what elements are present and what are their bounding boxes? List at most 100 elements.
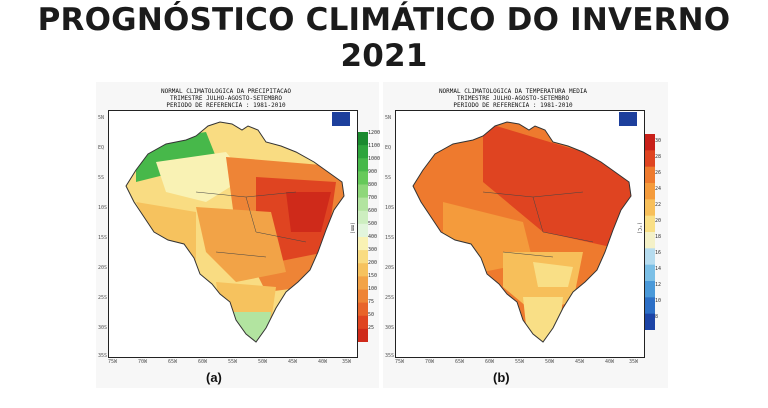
colorbar-label: 600 [368,208,378,214]
lat-label: 10S [385,205,395,211]
colorbar-label: 10 [655,298,662,304]
colorbar-segment [358,184,368,199]
temperature-map-figure: NORMAL CLIMATOLOGICA DA TEMPERATURA MEDI… [383,82,668,388]
colorbar-label: 14 [655,266,662,272]
lat-label: 20S [98,265,108,271]
colorbar-unit: (°C) [636,222,642,235]
lon-label: 40W [605,359,615,365]
lat-label: 5S [98,175,105,181]
colorbar-label: 28 [655,154,662,160]
temperature-map-header-line-3: PERIODO DE REFERENCIA : 1981-2010 [453,102,573,109]
colorbar-unit: (mm) [349,222,355,235]
colorbar-label: 300 [368,247,378,253]
page-title: PROGNÓSTICO CLIMÁTICO DO INVERNO 2021 [37,2,731,74]
lon-label: 50W [545,359,555,365]
lon-label: 70W [425,359,435,365]
colorbar-label: 16 [655,250,662,256]
lat-label: 30S [385,325,395,331]
colorbar-segment [358,223,368,238]
lat-label: 20S [385,265,395,271]
colorbar-label: 1000 [368,156,381,162]
colorbar-label: 200 [368,260,378,266]
colorbar-label: 8 [655,314,659,320]
lon-label: 50W [258,359,268,365]
lon-label: 35W [342,359,352,365]
colorbar-label: 75 [368,299,375,305]
lat-label: 25S [98,295,108,301]
precipitation-colorbar [358,132,368,342]
colorbar-label: 20 [655,218,662,224]
lon-label: 40W [318,359,328,365]
lon-label: 75W [395,359,405,365]
lon-label: 55W [515,359,525,365]
cptec-logo-icon [619,112,637,126]
colorbar-label: 900 [368,169,378,175]
panel-label-a: (a) [206,370,222,385]
colorbar-segment [645,166,655,184]
colorbar-label: 700 [368,195,378,201]
lat-label: 5N [98,115,105,121]
precipitation-map-header-line-2: TRIMESTRE JULHO-AGOSTO-SETEMBRO [170,95,282,102]
colorbar-label: 50 [368,312,375,318]
lon-label: 60W [198,359,208,365]
brazil-precipitation-map [125,121,345,343]
lon-label: 65W [168,359,178,365]
lat-label: 5N [385,115,392,121]
lat-label: 10S [98,205,108,211]
panel-label-b: (b) [493,370,510,385]
colorbar-label: 1100 [368,143,381,149]
colorbar-segment [358,145,368,159]
colorbar-segment [358,250,368,264]
lat-label: 15S [385,235,395,241]
colorbar-label: 18 [655,234,662,240]
lon-label: 35W [629,359,639,365]
colorbar-segment [358,210,368,225]
colorbar-segment [645,150,655,168]
colorbar-segment [358,132,368,146]
colorbar-label: 800 [368,182,378,188]
precipitation-map-figure: NORMAL CLIMATOLOGICA DA PRECIPITACAO TRI… [96,82,381,388]
colorbar-segment [645,248,655,266]
colorbar-label: 1200 [368,130,381,136]
lat-label: 35S [385,353,395,359]
colorbar-segment [358,171,368,185]
lon-label: 65W [455,359,465,365]
lon-label: 60W [485,359,495,365]
colorbar-segment [645,264,655,282]
colorbar-segment [358,276,368,290]
lat-label: 15S [98,235,108,241]
colorbar-segment [358,158,368,172]
colorbar-label: 100 [368,286,378,292]
temperature-map-header-line-1: NORMAL CLIMATOLOGICA DA TEMPERATURA MEDI… [438,88,588,95]
colorbar-segment [358,197,368,212]
colorbar-label: 150 [368,273,378,279]
colorbar-label: 30 [655,138,662,144]
colorbar-segment [645,215,655,233]
colorbar-segment [645,281,655,298]
cptec-logo-icon [332,112,350,126]
lon-label: 70W [138,359,148,365]
precipitation-map-header-line-3: PERIODO DE REFERENCIA : 1981-2010 [166,102,286,109]
colorbar-segment [358,237,368,251]
temperature-colorbar [645,134,655,330]
colorbar-segment [645,232,655,249]
colorbar-segment [645,313,655,330]
colorbar-label: 500 [368,221,378,227]
colorbar-segment [358,328,368,342]
colorbar-label: 24 [655,186,662,192]
colorbar-label: 12 [655,282,662,288]
colorbar-segment [358,263,368,277]
colorbar-segment [645,134,655,151]
lat-label: 30S [98,325,108,331]
colorbar-segment [358,289,368,304]
precipitation-map-header-line-1: NORMAL CLIMATOLOGICA DA PRECIPITACAO [160,88,292,95]
lat-label: 5S [385,175,392,181]
colorbar-segment [358,315,368,330]
colorbar-label: 22 [655,202,662,208]
colorbar-segment [645,297,655,315]
colorbar-label: 25 [368,325,375,331]
lon-label: 55W [228,359,238,365]
colorbar-label: 26 [655,170,662,176]
lon-label: 45W [575,359,585,365]
brazil-temperature-map [412,121,632,343]
